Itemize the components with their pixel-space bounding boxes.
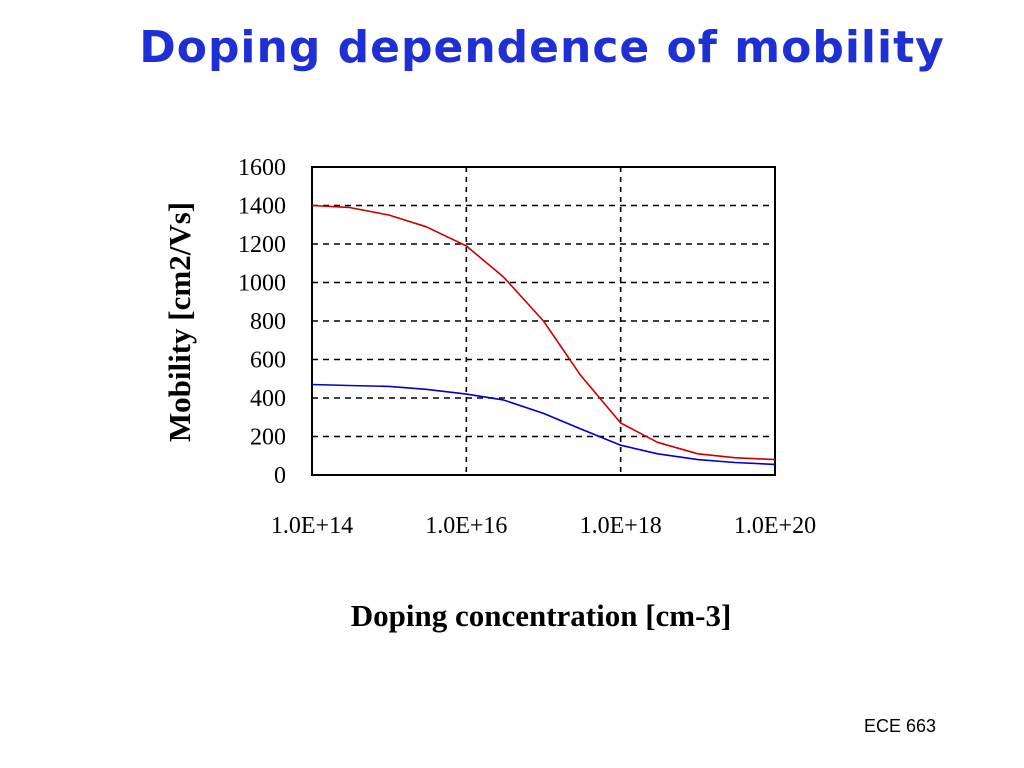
y-tick-label-4: 800: [250, 309, 286, 335]
grid-lines: [312, 167, 775, 475]
y-tick-label-5: 1000: [238, 271, 286, 297]
y-tick-label-3: 600: [250, 348, 286, 374]
x-tick-label-1: 1.0E+16: [425, 513, 507, 539]
y-axis-title: Mobility [cm2/Vs]: [162, 202, 197, 442]
y-tick-label-1: 200: [250, 425, 286, 451]
y-tick-label-0: 0: [274, 463, 286, 489]
series-line-1: [311, 383, 776, 466]
x-tick-label-2: 1.0E+18: [580, 513, 662, 539]
slide-title: Doping dependence of mobility: [139, 22, 945, 73]
x-axis-title: Doping concentration [cm-3]: [351, 598, 732, 633]
y-tick-labels: 0 200 400 600 800 1000 1200 1400 1600: [238, 155, 286, 489]
x-tick-label-0: 1.0E+14: [271, 513, 353, 539]
series-line-0: [311, 204, 776, 461]
footer-course-code: ECE 663: [863, 716, 936, 736]
y-tick-label-2: 400: [250, 386, 286, 412]
x-tick-labels: 1.0E+14 1.0E+16 1.0E+18 1.0E+20: [271, 513, 816, 539]
y-tick-label-6: 1200: [238, 232, 286, 258]
y-tick-label-8: 1600: [238, 155, 286, 181]
y-tick-label-7: 1400: [238, 194, 286, 220]
series-layer: [311, 204, 776, 466]
x-tick-label-3: 1.0E+20: [734, 513, 816, 539]
